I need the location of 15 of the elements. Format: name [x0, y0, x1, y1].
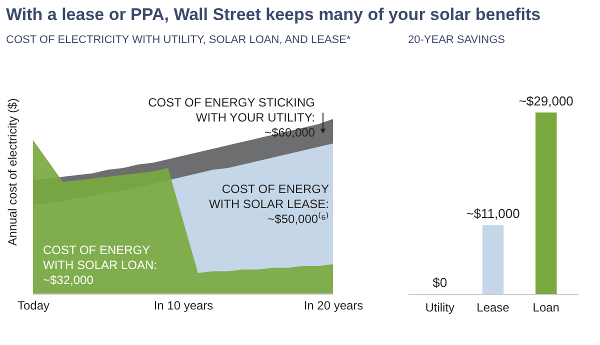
chart-title: 20-YEAR SAVINGS [408, 34, 505, 46]
chart-title: With a lease or PPA, Wall Street keeps many of your solar benefits [6, 5, 541, 24]
annotation: COST OF ENERGY WITH SOLAR LOAN: ~$32,000 [43, 243, 158, 287]
data-label: $0 [432, 275, 448, 290]
chart-subtitle: COST OF ELECTRICITY WITH UTILITY, SOLAR LOAN, AND LEASE* [6, 34, 352, 46]
y-axis-title: Annual cost of electricity ($) [6, 98, 20, 246]
x-tick-label: Loan [532, 300, 560, 314]
x-tick-label: Today [17, 298, 50, 312]
x-tick-label: Utility [425, 300, 455, 314]
x-tick-label: Lease [476, 300, 510, 314]
annotation: COST OF ENERGY WITH SOLAR LEASE: ~$50,000⁽⁶⁾ [208, 182, 329, 226]
data-label: ~$11,000 [466, 206, 520, 222]
x-tick-label: In 10 years [154, 298, 214, 312]
x-tick-label: In 20 years [304, 298, 364, 312]
data-label: ~$29,000 [518, 94, 574, 109]
